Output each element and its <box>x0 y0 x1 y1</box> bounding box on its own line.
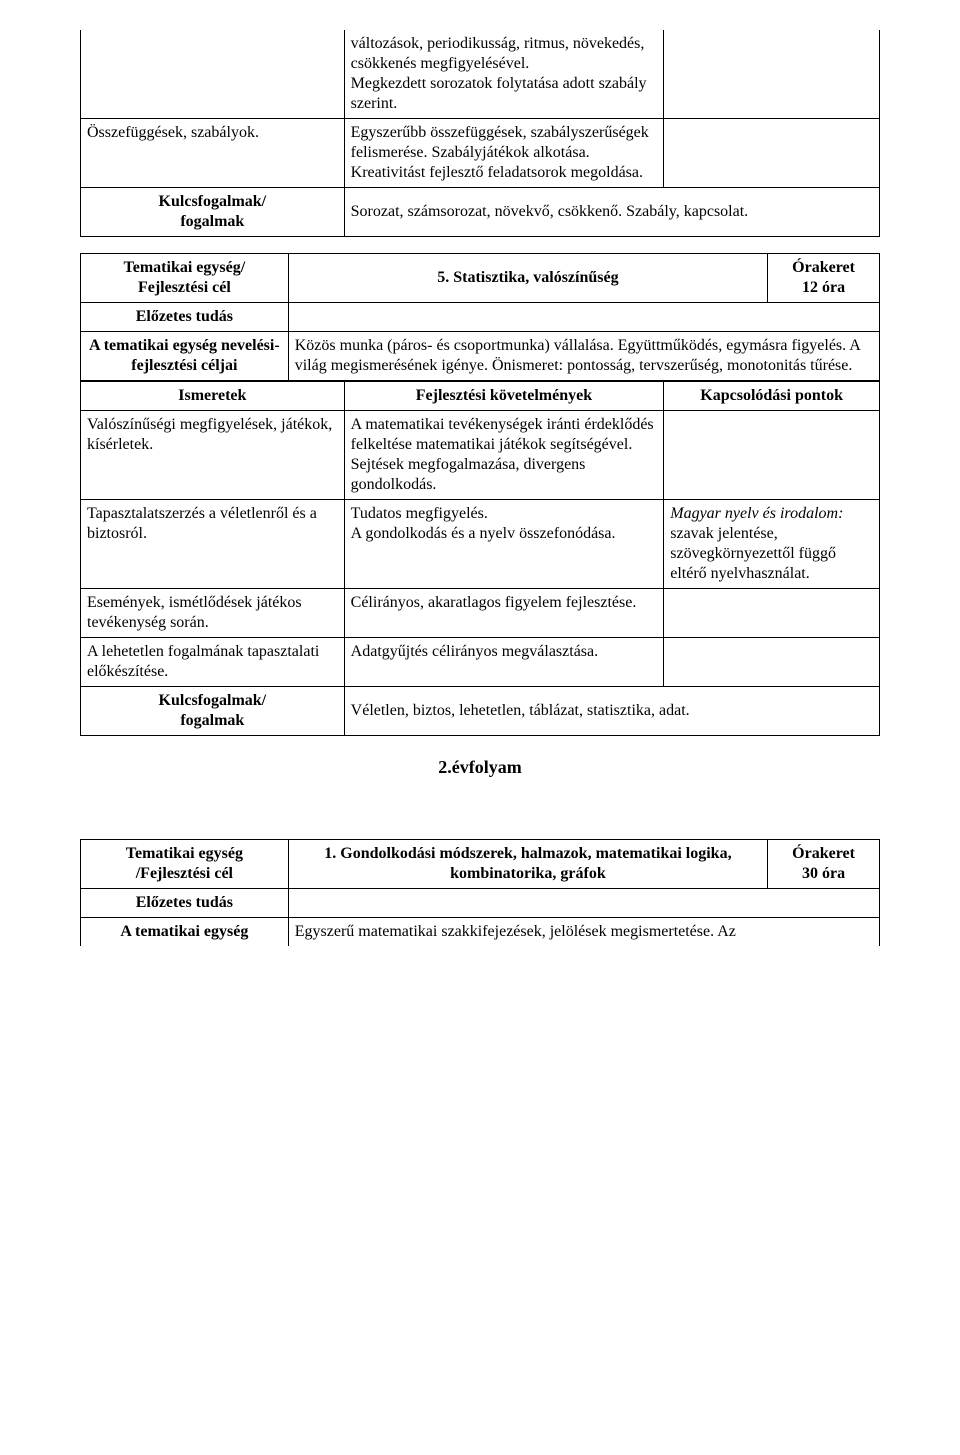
cell-changes: változások, periodikusság, ritmus, növek… <box>344 30 664 119</box>
kulcsfogalmak-value-2: Véletlen, biztos, lehetetlen, táblázat, … <box>344 687 879 736</box>
cell-impossible-dev: Adatgyűjtés célirányos megválasztása. <box>344 638 664 687</box>
cell-events-dev: Célirányos, akaratlagos figyelem fejlesz… <box>344 589 664 638</box>
kulcsfogalmak-value: Sorozat, számsorozat, növekvő, csökkenő.… <box>344 188 879 237</box>
unit-header-label: Tematikai egység/ Fejlesztési cél <box>81 254 289 303</box>
goals-text: Közös munka (páros- és csoportmunka) vál… <box>288 332 879 381</box>
prior-knowledge-label: Előzetes tudás <box>81 303 289 332</box>
kulcsfogalmak-label: Kulcsfogalmak/ fogalmak <box>81 188 345 237</box>
cell-random-exp: Tapasztalatszerzés a véletlenről és a bi… <box>81 500 345 589</box>
col-ismeretek: Ismeretek <box>81 382 345 411</box>
unit3-header-title: 1. Gondolkodási módszerek, halmazok, mat… <box>288 839 767 888</box>
link-subject: Magyar nyelv és irodalom: <box>670 505 843 522</box>
col-fejlesztesi: Fejlesztési követelmények <box>344 382 664 411</box>
goals-label: A tematikai egység nevelési-fejlesztési … <box>81 332 289 381</box>
cell-events: Események, ismétlődések játékos tevékeny… <box>81 589 345 638</box>
link-text: szavak jelentése, szövegkörnyezettől füg… <box>670 525 836 582</box>
hours-value: 12 óra <box>802 279 845 296</box>
unit3-header-hours: Órakeret 30 óra <box>768 839 880 888</box>
cell-relations-label: Összefüggések, szabályok. <box>81 119 345 188</box>
cell-relations-text: Egyszerűbb összefüggések, szabályszerűsé… <box>344 119 664 188</box>
unit-header-hours: Órakeret 12 óra <box>768 254 880 303</box>
table-continuation: változások, periodikusság, ritmus, növek… <box>80 30 880 237</box>
hours-label: Órakeret <box>792 259 855 276</box>
cell-random-dev: Tudatos megfigyelés. A gondolkodás és a … <box>344 500 664 589</box>
table-statistics: Tematikai egység/ Fejlesztési cél 5. Sta… <box>80 253 880 381</box>
goals-text-3: Egyszerű matematikai szakkifejezések, je… <box>288 917 879 946</box>
hours-label-3: Órakeret <box>792 845 855 862</box>
goals-label-3: A tematikai egység <box>81 917 289 946</box>
cell-probability-dev: A matematikai tevékenységek iránti érdek… <box>344 411 664 500</box>
grade-heading: 2.évfolyam <box>80 756 880 779</box>
cell-random-link: Magyar nyelv és irodalom: szavak jelenté… <box>664 500 880 589</box>
unit-header-title: 5. Statisztika, valószínűség <box>288 254 767 303</box>
unit3-header-label: Tematikai egység /Fejlesztési cél <box>81 839 289 888</box>
table-thinking-methods: Tematikai egység /Fejlesztési cél 1. Gon… <box>80 839 880 946</box>
prior-knowledge-label-3: Előzetes tudás <box>81 888 289 917</box>
cell-impossible: A lehetetlen fogalmának tapasztalati elő… <box>81 638 345 687</box>
kulcsfogalmak-label-2: Kulcsfogalmak/ fogalmak <box>81 687 345 736</box>
hours-value-3: 30 óra <box>802 865 845 882</box>
table-statistics-body: Ismeretek Fejlesztési követelmények Kapc… <box>80 381 880 736</box>
cell-probability-observe: Valószínűségi megfigyelések, játékok, kí… <box>81 411 345 500</box>
col-kapcsolodasi: Kapcsolódási pontok <box>664 382 880 411</box>
